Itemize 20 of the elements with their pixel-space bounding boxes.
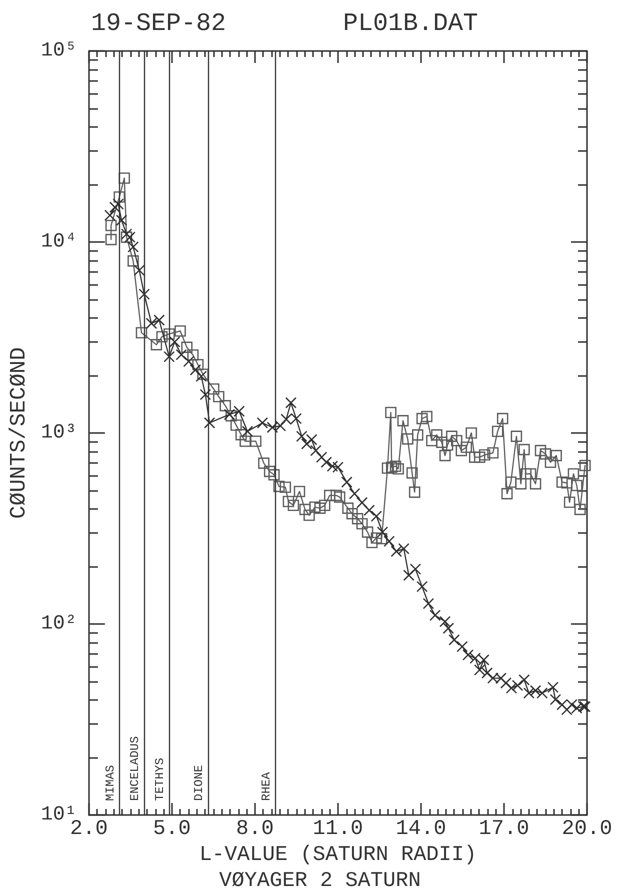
y-tick-label: 10⁵ <box>40 40 77 62</box>
ref-line-label: TETHYS <box>153 758 168 801</box>
y-tick-label: 10⁴ <box>40 230 77 254</box>
ref-line-label: ENCELADUS <box>128 736 142 801</box>
x-tick-label: 5.0 <box>153 818 191 841</box>
x-tick-label: 11.0 <box>312 818 364 841</box>
chart-subtitle: PL01B.DAT <box>343 9 478 38</box>
x-tick-label: 8.0 <box>236 818 274 841</box>
ref-line-label: RHEA <box>260 771 274 801</box>
x-axis-title: L-VALUE (SATURN RADII) <box>199 844 477 867</box>
y-tick-label: 10² <box>40 612 77 636</box>
y-axis-title: CØUNTS/SECØND <box>6 347 32 519</box>
chart-title: 19-SEP-82 <box>91 9 226 38</box>
text: VØYAGER 2 SATURN <box>219 870 421 893</box>
x-tick-label: 14.0 <box>396 818 446 841</box>
x-tick-label: 17.0 <box>478 818 530 841</box>
y-tick-label: 10³ <box>40 422 77 444</box>
ref-line-label: DIONE <box>192 764 206 801</box>
ref-line-label: MIMAS <box>103 764 118 801</box>
x-tick-label: 20.0 <box>562 818 612 841</box>
